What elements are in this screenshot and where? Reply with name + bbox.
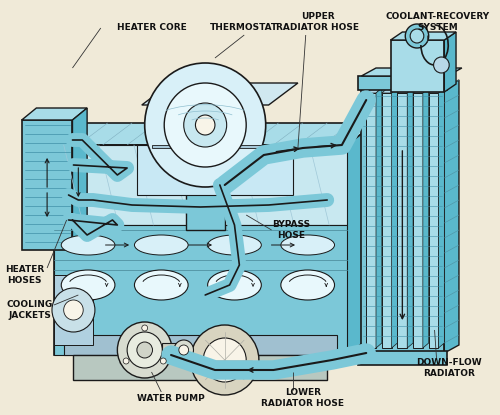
Polygon shape (54, 145, 346, 225)
Ellipse shape (281, 270, 334, 300)
Bar (162, 343, 184, 357)
Circle shape (123, 358, 129, 364)
Circle shape (179, 345, 188, 355)
Polygon shape (358, 351, 447, 365)
Text: HEATER CORE: HEATER CORE (116, 24, 186, 32)
Polygon shape (358, 76, 447, 90)
Ellipse shape (208, 270, 262, 300)
Polygon shape (423, 88, 428, 348)
Polygon shape (428, 88, 444, 93)
Ellipse shape (134, 270, 188, 300)
Polygon shape (137, 145, 293, 195)
Polygon shape (120, 338, 169, 363)
Polygon shape (382, 93, 392, 348)
Polygon shape (413, 93, 423, 348)
Text: BYPASS
HOSE: BYPASS HOSE (272, 220, 310, 240)
Polygon shape (398, 88, 413, 93)
Circle shape (142, 325, 148, 331)
Polygon shape (64, 335, 337, 355)
Text: COOLANT-RECOVERY
SYSTEM: COOLANT-RECOVERY SYSTEM (386, 12, 490, 32)
Text: DOWN-FLOW
RADIATOR: DOWN-FLOW RADIATOR (416, 358, 482, 378)
Polygon shape (362, 68, 462, 76)
Text: HEATER
HOSES: HEATER HOSES (5, 265, 44, 285)
Polygon shape (366, 93, 376, 348)
Text: THERMOSTAT: THERMOSTAT (210, 24, 278, 32)
Polygon shape (54, 145, 346, 355)
Polygon shape (376, 88, 382, 348)
Polygon shape (74, 355, 327, 380)
Polygon shape (22, 108, 87, 120)
Circle shape (174, 340, 194, 360)
Ellipse shape (281, 235, 334, 255)
Circle shape (184, 103, 226, 147)
Text: WATER PUMP: WATER PUMP (137, 393, 205, 403)
Circle shape (406, 24, 428, 48)
Circle shape (118, 322, 172, 378)
Circle shape (434, 57, 449, 73)
Circle shape (204, 338, 246, 382)
Polygon shape (72, 108, 87, 250)
Polygon shape (392, 88, 398, 348)
Polygon shape (407, 88, 413, 348)
Circle shape (164, 83, 246, 167)
Circle shape (137, 342, 152, 358)
Polygon shape (54, 225, 346, 355)
Polygon shape (54, 123, 376, 145)
Circle shape (64, 300, 83, 320)
Circle shape (196, 115, 215, 135)
Polygon shape (382, 88, 398, 93)
Polygon shape (444, 80, 459, 353)
Ellipse shape (61, 270, 115, 300)
Polygon shape (362, 88, 444, 353)
Polygon shape (346, 123, 376, 355)
Circle shape (410, 29, 424, 43)
Ellipse shape (134, 235, 188, 255)
Circle shape (127, 332, 162, 368)
Polygon shape (152, 145, 278, 148)
Polygon shape (366, 88, 382, 93)
Polygon shape (438, 88, 444, 348)
Circle shape (52, 288, 95, 332)
Polygon shape (142, 83, 298, 105)
Polygon shape (54, 275, 93, 345)
Polygon shape (428, 93, 438, 348)
Polygon shape (398, 93, 407, 348)
Circle shape (160, 358, 166, 364)
Polygon shape (390, 32, 456, 40)
Circle shape (144, 63, 266, 187)
Bar (186, 180, 224, 230)
Circle shape (190, 325, 259, 395)
Text: UPPER
RADIATOR HOSE: UPPER RADIATOR HOSE (276, 12, 359, 32)
Polygon shape (390, 40, 444, 92)
Polygon shape (413, 88, 428, 93)
Ellipse shape (61, 235, 115, 255)
Polygon shape (444, 32, 456, 92)
Polygon shape (22, 120, 72, 250)
Text: LOWER
RADIATOR HOSE: LOWER RADIATOR HOSE (262, 388, 344, 408)
Text: COOLING
JACKETS: COOLING JACKETS (6, 300, 52, 320)
Ellipse shape (208, 235, 262, 255)
